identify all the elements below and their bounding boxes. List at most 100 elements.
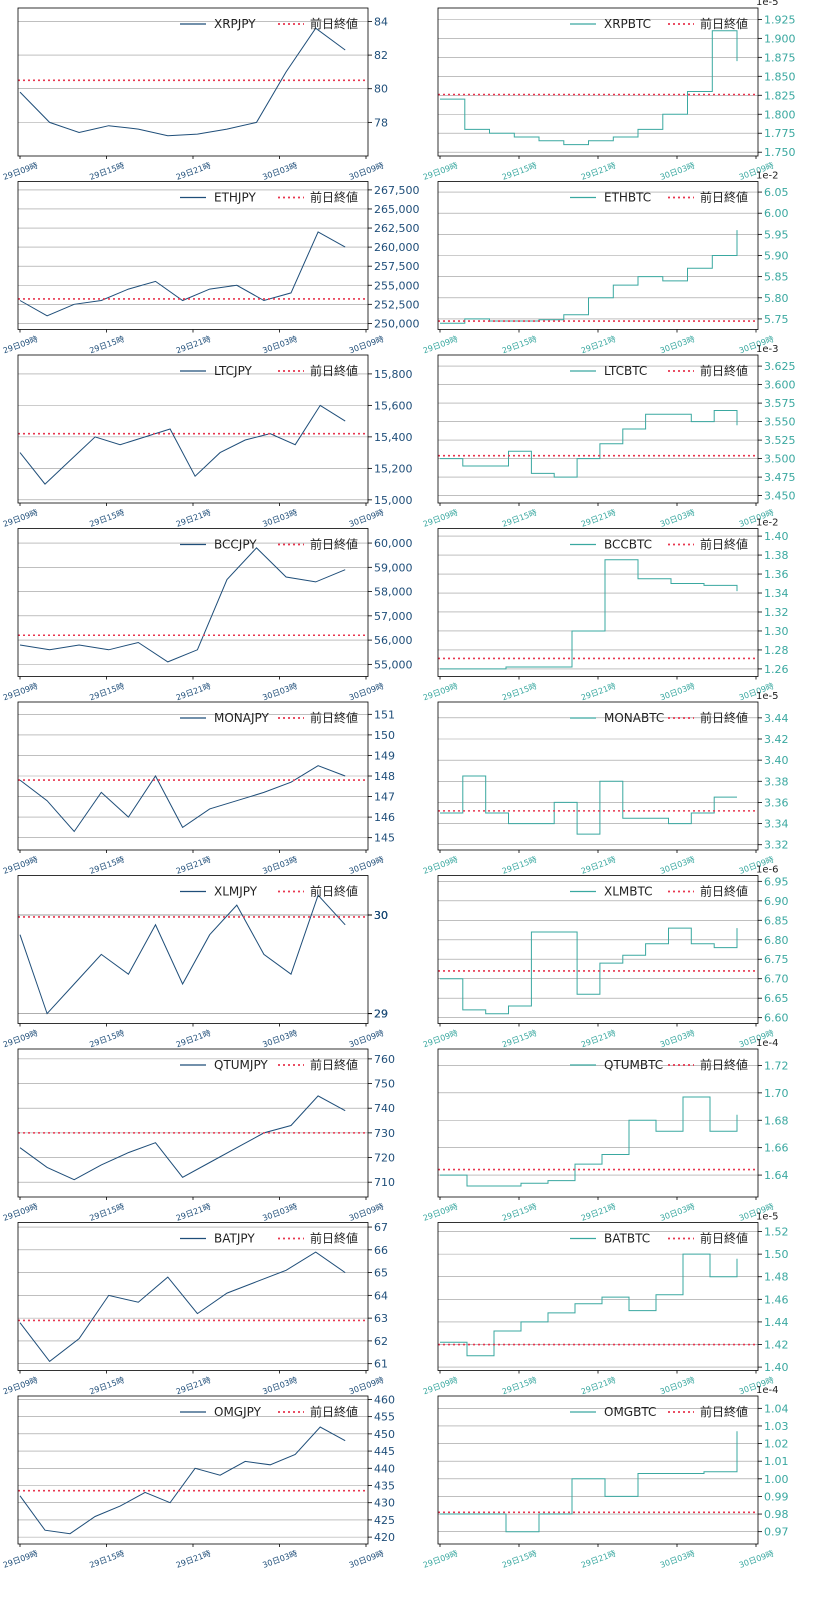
y-tick-label: 15,600 (374, 399, 413, 412)
series-line (19, 1095, 346, 1181)
x-tick-label: 30日09時 (348, 334, 385, 355)
x-tick-label: 29日09時 (2, 1202, 39, 1223)
y-tick-label: 1.26 (764, 663, 789, 676)
x-tick-label: 29日15時 (88, 681, 125, 702)
x-tick-label: 30日03時 (659, 855, 696, 876)
x-tick-label: 29日21時 (175, 1028, 212, 1049)
x-tick-label: 29日09時 (422, 334, 459, 355)
x-tick-label: 30日03時 (659, 508, 696, 529)
y-tick-label: 30 (374, 909, 388, 922)
y-tick-label: 59,000 (374, 561, 413, 574)
legend-prev-close-label: 前日終値 (310, 1404, 358, 1419)
y-tick-label: 1.32 (764, 606, 789, 619)
axis-exponent: 1e-5 (756, 0, 779, 8)
x-tick-label: 29日21時 (175, 1375, 212, 1396)
y-tick-label: 0.99 (764, 1490, 789, 1503)
y-tick-label: 6.80 (764, 934, 789, 947)
y-tick-label: 64 (374, 1289, 388, 1302)
x-tick-label: 29日09時 (2, 161, 39, 182)
y-tick-label: 60,000 (374, 537, 413, 550)
series-line (440, 1096, 738, 1187)
x-tick-label: 30日09時 (348, 161, 385, 182)
x-tick-label: 29日21時 (580, 1202, 617, 1223)
y-tick-label: 82 (374, 49, 388, 62)
y-tick-label: 6.05 (764, 186, 789, 199)
x-tick-label: 29日21時 (175, 855, 212, 876)
x-tick-label: 29日15時 (88, 161, 125, 182)
y-tick-label: 5.85 (764, 271, 789, 284)
chart-panel-batbtc: 1.40 1.42 1.44 1.46 1.48 1.50 1.52 29日09時 29日15時… (422, 1212, 789, 1397)
x-tick-label: 29日21時 (580, 161, 617, 182)
chart-panel-ltcjpy: 15,000 15,200 15,400 15,600 15,800 29日09時 29日1… (2, 354, 413, 529)
y-tick-label: 425 (374, 1514, 395, 1527)
y-tick-label: 3.550 (764, 416, 796, 429)
legend-series-label: LTCBTC (604, 364, 647, 378)
y-tick-label: 3.36 (764, 796, 789, 809)
y-tick-label: 6.65 (764, 992, 789, 1005)
x-tick-label: 30日03時 (261, 1375, 298, 1396)
y-tick-label: 1.30 (764, 625, 789, 638)
legend-series-label: QTUMBTC (604, 1058, 663, 1072)
x-tick-label: 30日03時 (659, 334, 696, 355)
legend-prev-close-label: 前日終値 (310, 190, 358, 205)
y-tick-label: 0.97 (764, 1526, 789, 1539)
y-tick-label: 1.850 (764, 70, 796, 83)
y-tick-label: 78 (374, 116, 388, 129)
x-tick-label: 29日21時 (175, 681, 212, 702)
y-tick-label: 257,500 (374, 260, 420, 273)
y-tick-label: 1.38 (764, 549, 789, 562)
x-tick-label: 29日09時 (2, 1028, 39, 1049)
y-tick-label: 15,000 (374, 494, 413, 507)
x-tick-label: 29日15時 (88, 1375, 125, 1396)
legend-prev-close-label: 前日終値 (700, 363, 748, 378)
y-tick-label: 1.00 (764, 1473, 789, 1486)
y-tick-label: 267,500 (374, 184, 420, 197)
x-tick-label: 30日09時 (348, 508, 385, 529)
y-tick-label: 84 (374, 15, 388, 28)
y-tick-label: 146 (374, 811, 395, 824)
x-tick-label: 29日15時 (501, 334, 538, 355)
y-tick-label: 1.44 (764, 1316, 789, 1329)
y-tick-label: 1.800 (764, 108, 796, 121)
y-tick-label: 252,500 (374, 298, 420, 311)
chart-panel-bccjpy: 55,000 56,000 57,000 58,000 59,000 60,000 29日0… (2, 528, 413, 702)
y-tick-label: 149 (374, 749, 395, 762)
chart-panel-ethbtc: 5.75 5.80 5.85 5.90 5.95 6.00 6.05 29日09時 29日15時… (422, 171, 789, 356)
axis-exponent: 1e-4 (756, 1385, 779, 1396)
y-tick-label: 3.500 (764, 453, 796, 466)
y-tick-label: 58,000 (374, 586, 413, 599)
y-tick-label: 56,000 (374, 634, 413, 647)
chart-panel-qtumbtc: 1.64 1.66 1.68 1.70 1.72 29日09時 29日15時 29日21時 30… (422, 1038, 789, 1223)
y-tick-label: 1.01 (764, 1455, 789, 1468)
series-line (440, 30, 738, 146)
y-tick-label: 3.38 (764, 775, 789, 788)
x-tick-label: 29日15時 (501, 508, 538, 529)
x-tick-label: 29日21時 (175, 334, 212, 355)
y-tick-label: 435 (374, 1479, 395, 1492)
legend-series-label: BATBTC (604, 1232, 650, 1246)
y-tick-label: 3.575 (764, 397, 796, 410)
y-tick-label: 3.600 (764, 379, 796, 392)
legend-series-label: XLMBTC (604, 885, 653, 899)
y-tick-label: 15,800 (374, 368, 413, 381)
axis-exponent: 1e-6 (756, 865, 779, 876)
x-tick-label: 30日09時 (348, 1202, 385, 1223)
y-tick-label: 55,000 (374, 658, 413, 671)
legend-prev-close-label: 前日終値 (310, 537, 358, 552)
legend-prev-close-label: 前日終値 (700, 1231, 748, 1246)
x-tick-label: 30日09時 (348, 855, 385, 876)
legend-series-label: BCCJPY (214, 538, 257, 552)
x-tick-label: 29日21時 (175, 508, 212, 529)
y-tick-label: 6.00 (764, 207, 789, 220)
chart-panel-monajpy: 145 146 147 148 149 150 151 29日09時 29日15時 29日21時 3… (2, 701, 395, 876)
y-tick-label: 420 (374, 1531, 395, 1544)
x-tick-label: 29日09時 (2, 508, 39, 529)
y-tick-label: 30 (374, 909, 388, 922)
x-tick-label: 30日03時 (659, 1375, 696, 1396)
y-tick-label: 150 (374, 729, 395, 742)
chart-panel-bccbtc: 1.26 1.28 1.30 1.32 1.34 1.36 1.38 1.40 29日09時 29… (422, 518, 789, 703)
legend-prev-close-label: 前日終値 (310, 710, 358, 725)
y-tick-label: 450 (374, 1428, 395, 1441)
y-tick-label: 6.60 (764, 1012, 789, 1025)
